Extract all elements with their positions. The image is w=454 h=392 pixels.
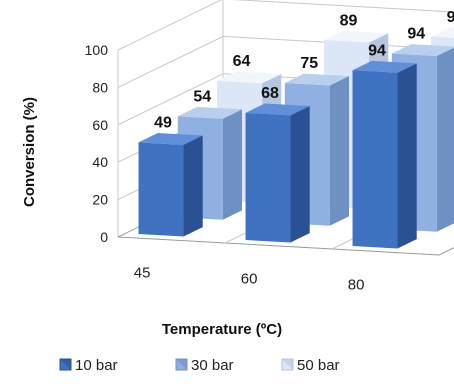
bar-top <box>177 106 243 119</box>
legend-label: 30 bar <box>191 357 234 374</box>
y-tick-label: 80 <box>92 79 108 95</box>
data-label: 94 <box>407 26 425 43</box>
bar <box>352 60 417 249</box>
data-label: 75 <box>300 55 318 72</box>
legend-swatch-shade <box>282 359 293 370</box>
bar-side <box>436 47 454 232</box>
bar-top <box>391 44 454 56</box>
y-tick-label: 0 <box>100 229 108 245</box>
bar-side <box>397 63 417 249</box>
y-tick-label: 20 <box>92 192 108 208</box>
y-tick-label: 40 <box>92 154 108 170</box>
data-label: 68 <box>261 85 279 102</box>
y-tick-label: 60 <box>92 117 108 133</box>
gridline <box>117 0 454 51</box>
bar-top <box>138 133 203 145</box>
legend-swatch-shade <box>60 359 71 370</box>
bar-front <box>245 112 291 243</box>
legend: 10 bar 30 bar 50 bar <box>59 357 340 374</box>
y-axis-title: Conversion (%) <box>21 97 38 207</box>
bar-top <box>284 73 350 86</box>
x-tick-label: 45 <box>134 265 151 282</box>
data-label: 64 <box>233 53 251 70</box>
legend-label: 50 bar <box>297 357 340 374</box>
bar-top <box>352 60 417 73</box>
bar-top <box>324 30 389 43</box>
legend-item: 30 bar <box>175 357 234 374</box>
x-tick-label: 60 <box>241 271 258 288</box>
bar <box>245 103 310 243</box>
data-labels: 64 89 94 54 75 94 49 68 94 <box>154 9 454 132</box>
data-label: 49 <box>154 115 172 132</box>
legend-label: 10 bar <box>75 357 118 374</box>
legend-swatch-shade <box>176 359 187 370</box>
bar <box>138 133 203 237</box>
bar-top <box>431 27 454 38</box>
legend-item: 10 bar <box>59 357 118 374</box>
x-axis-title: Temperature (ºC) <box>162 321 282 338</box>
bar-front <box>138 142 184 237</box>
y-tick-label: 100 <box>85 42 109 58</box>
bar-side <box>222 109 243 220</box>
legend-item: 50 bar <box>281 357 340 374</box>
data-label: 89 <box>340 12 358 29</box>
bar-side <box>183 135 203 237</box>
bars <box>138 27 454 249</box>
x-axis-ticks: 45 60 80 <box>134 265 365 294</box>
bar-top <box>245 103 310 116</box>
data-label: 54 <box>193 89 211 106</box>
bar-side <box>329 76 350 226</box>
bar-side <box>290 105 310 243</box>
bar-front <box>352 70 398 249</box>
data-label: 94 <box>447 9 454 26</box>
y-axis-ticks: 0 20 40 60 80 100 <box>85 42 109 245</box>
x-tick-label: 80 <box>348 277 365 294</box>
bar-top <box>217 71 282 84</box>
data-label: 94 <box>368 42 386 59</box>
